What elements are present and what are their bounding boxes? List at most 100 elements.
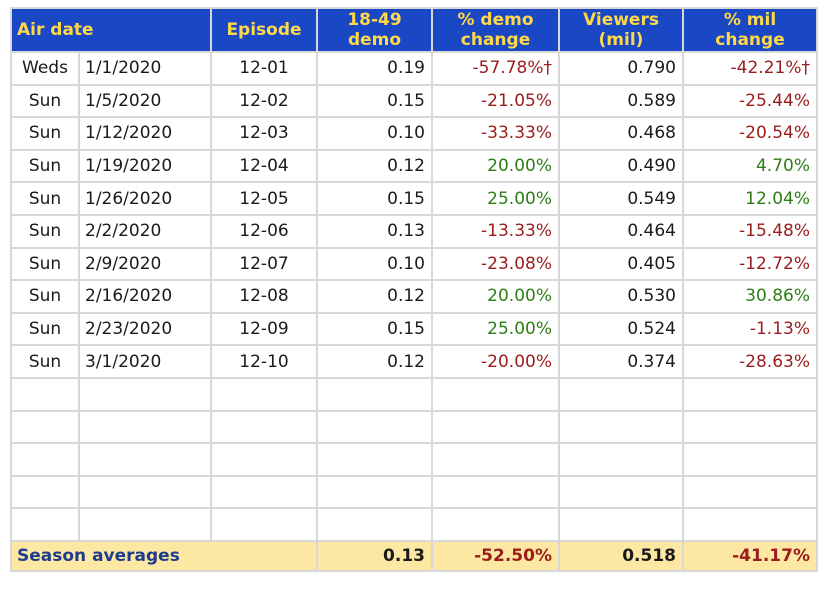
episode-cell: 12-08	[210, 279, 318, 314]
empty-cell	[431, 409, 560, 445]
empty-cell	[78, 376, 212, 412]
table-row: Weds 1/1/2020 12-01 0.19 -57.78%† 0.790 -42.21…	[10, 51, 818, 86]
header-episode: Episode	[210, 7, 318, 53]
air-day-cell: Sun	[10, 148, 80, 184]
air-date-cell: 1/5/2020	[78, 83, 212, 119]
empty-cell	[431, 376, 560, 412]
demo-change-cell: 25.00%	[431, 181, 560, 216]
table-row: Sun 2/9/2020 12-07 0.10 -23.08% 0.405 -12.72%	[10, 246, 818, 282]
empty-cell	[78, 507, 212, 542]
demo-cell: 0.15	[316, 181, 433, 216]
episode-cell: 12-10	[210, 344, 318, 379]
air-day-cell: Sun	[10, 246, 80, 282]
empty-cell	[210, 409, 318, 445]
empty-cell	[682, 474, 818, 510]
demo-change-cell: -33.33%	[431, 116, 560, 151]
empty-cell	[10, 474, 80, 510]
header-air-date: Air date	[10, 7, 212, 53]
empty-cell	[316, 507, 433, 542]
viewers-cell: 0.405	[558, 246, 684, 282]
demo-cell: 0.15	[316, 311, 433, 347]
empty-cell	[682, 409, 818, 445]
demo-change-cell: -13.33%	[431, 213, 560, 249]
empty-row	[10, 474, 818, 510]
avg-mil-change: -41.17%	[682, 539, 818, 572]
header-demo: 18-49 demo	[316, 7, 433, 53]
empty-cell	[558, 507, 684, 542]
viewers-cell: 0.530	[558, 279, 684, 314]
empty-cell	[210, 507, 318, 542]
viewers-cell: 0.589	[558, 83, 684, 119]
table-row: Sun 2/23/2020 12-09 0.15 25.00% 0.524 -1.13%	[10, 311, 818, 347]
air-day-cell: Sun	[10, 311, 80, 347]
air-day-cell: Weds	[10, 51, 80, 86]
mil-change-cell: 12.04%	[682, 181, 818, 216]
demo-cell: 0.15	[316, 83, 433, 119]
ratings-table-container: Air date Episode 18-49 demo % demo change …	[10, 7, 818, 572]
demo-cell: 0.12	[316, 344, 433, 379]
header-mil-change-line1: % mil	[723, 10, 777, 30]
air-day-cell: Sun	[10, 181, 80, 216]
header-mil-change-line2: change	[715, 30, 785, 50]
empty-cell	[558, 474, 684, 510]
episode-cell: 12-04	[210, 148, 318, 184]
mil-change-cell: -12.72%	[682, 246, 818, 282]
episode-cell: 12-01	[210, 51, 318, 86]
table-row: Sun 1/19/2020 12-04 0.12 20.00% 0.490 4.70%	[10, 148, 818, 184]
table-row: Sun 1/12/2020 12-03 0.10 -33.33% 0.468 -20.54%	[10, 116, 818, 151]
viewers-cell: 0.464	[558, 213, 684, 249]
header-demo-change-line2: change	[460, 30, 531, 50]
air-day-cell: Sun	[10, 344, 80, 379]
mil-change-cell: -1.13%	[682, 311, 818, 347]
table-row: Sun 2/2/2020 12-06 0.13 -13.33% 0.464 -15.48%	[10, 213, 818, 249]
air-date-cell: 1/19/2020	[78, 148, 212, 184]
episode-cell: 12-07	[210, 246, 318, 282]
empty-cell	[682, 376, 818, 412]
empty-cell	[316, 409, 433, 445]
mil-change-cell: -15.48%	[682, 213, 818, 249]
empty-row	[10, 442, 818, 477]
empty-row	[10, 376, 818, 412]
viewers-cell: 0.790	[558, 51, 684, 86]
empty-cell	[10, 376, 80, 412]
demo-cell: 0.12	[316, 279, 433, 314]
table-row: Sun 3/1/2020 12-10 0.12 -20.00% 0.374 -28.63%	[10, 344, 818, 379]
mil-change-cell: 30.86%	[682, 279, 818, 314]
air-date-cell: 3/1/2020	[78, 344, 212, 379]
air-day-cell: Sun	[10, 213, 80, 249]
air-date-cell: 2/2/2020	[78, 213, 212, 249]
empty-row	[10, 507, 818, 542]
season-averages-label: Season averages	[10, 539, 318, 572]
header-mil-change: % mil change	[682, 7, 818, 53]
episode-cell: 12-09	[210, 311, 318, 347]
empty-cell	[431, 474, 560, 510]
ratings-table: Air date Episode 18-49 demo % demo change …	[10, 7, 818, 572]
air-date-cell: 2/23/2020	[78, 311, 212, 347]
header-viewers: Viewers (mil)	[558, 7, 684, 53]
air-day-cell: Sun	[10, 83, 80, 119]
header-row: Air date Episode 18-49 demo % demo change …	[10, 7, 818, 53]
empty-cell	[431, 507, 560, 542]
demo-change-cell: -23.08%	[431, 246, 560, 282]
empty-cell	[682, 507, 818, 542]
demo-cell: 0.12	[316, 148, 433, 184]
air-date-cell: 2/16/2020	[78, 279, 212, 314]
demo-cell: 0.10	[316, 246, 433, 282]
empty-cell	[558, 442, 684, 477]
demo-change-cell: 25.00%	[431, 311, 560, 347]
demo-change-cell: 20.00%	[431, 148, 560, 184]
empty-cell	[431, 442, 560, 477]
avg-demo-change: -52.50%	[431, 539, 560, 572]
empty-cell	[316, 442, 433, 477]
table-row: Sun 2/16/2020 12-08 0.12 20.00% 0.530 30.86%	[10, 279, 818, 314]
empty-row	[10, 409, 818, 445]
episode-cell: 12-02	[210, 83, 318, 119]
viewers-cell: 0.490	[558, 148, 684, 184]
empty-cell	[10, 442, 80, 477]
header-demo-change: % demo change	[431, 7, 560, 53]
air-day-cell: Sun	[10, 279, 80, 314]
header-demo-line1: 18-49	[347, 10, 402, 30]
episode-cell: 12-03	[210, 116, 318, 151]
mil-change-cell: -25.44%	[682, 83, 818, 119]
air-date-cell: 2/9/2020	[78, 246, 212, 282]
